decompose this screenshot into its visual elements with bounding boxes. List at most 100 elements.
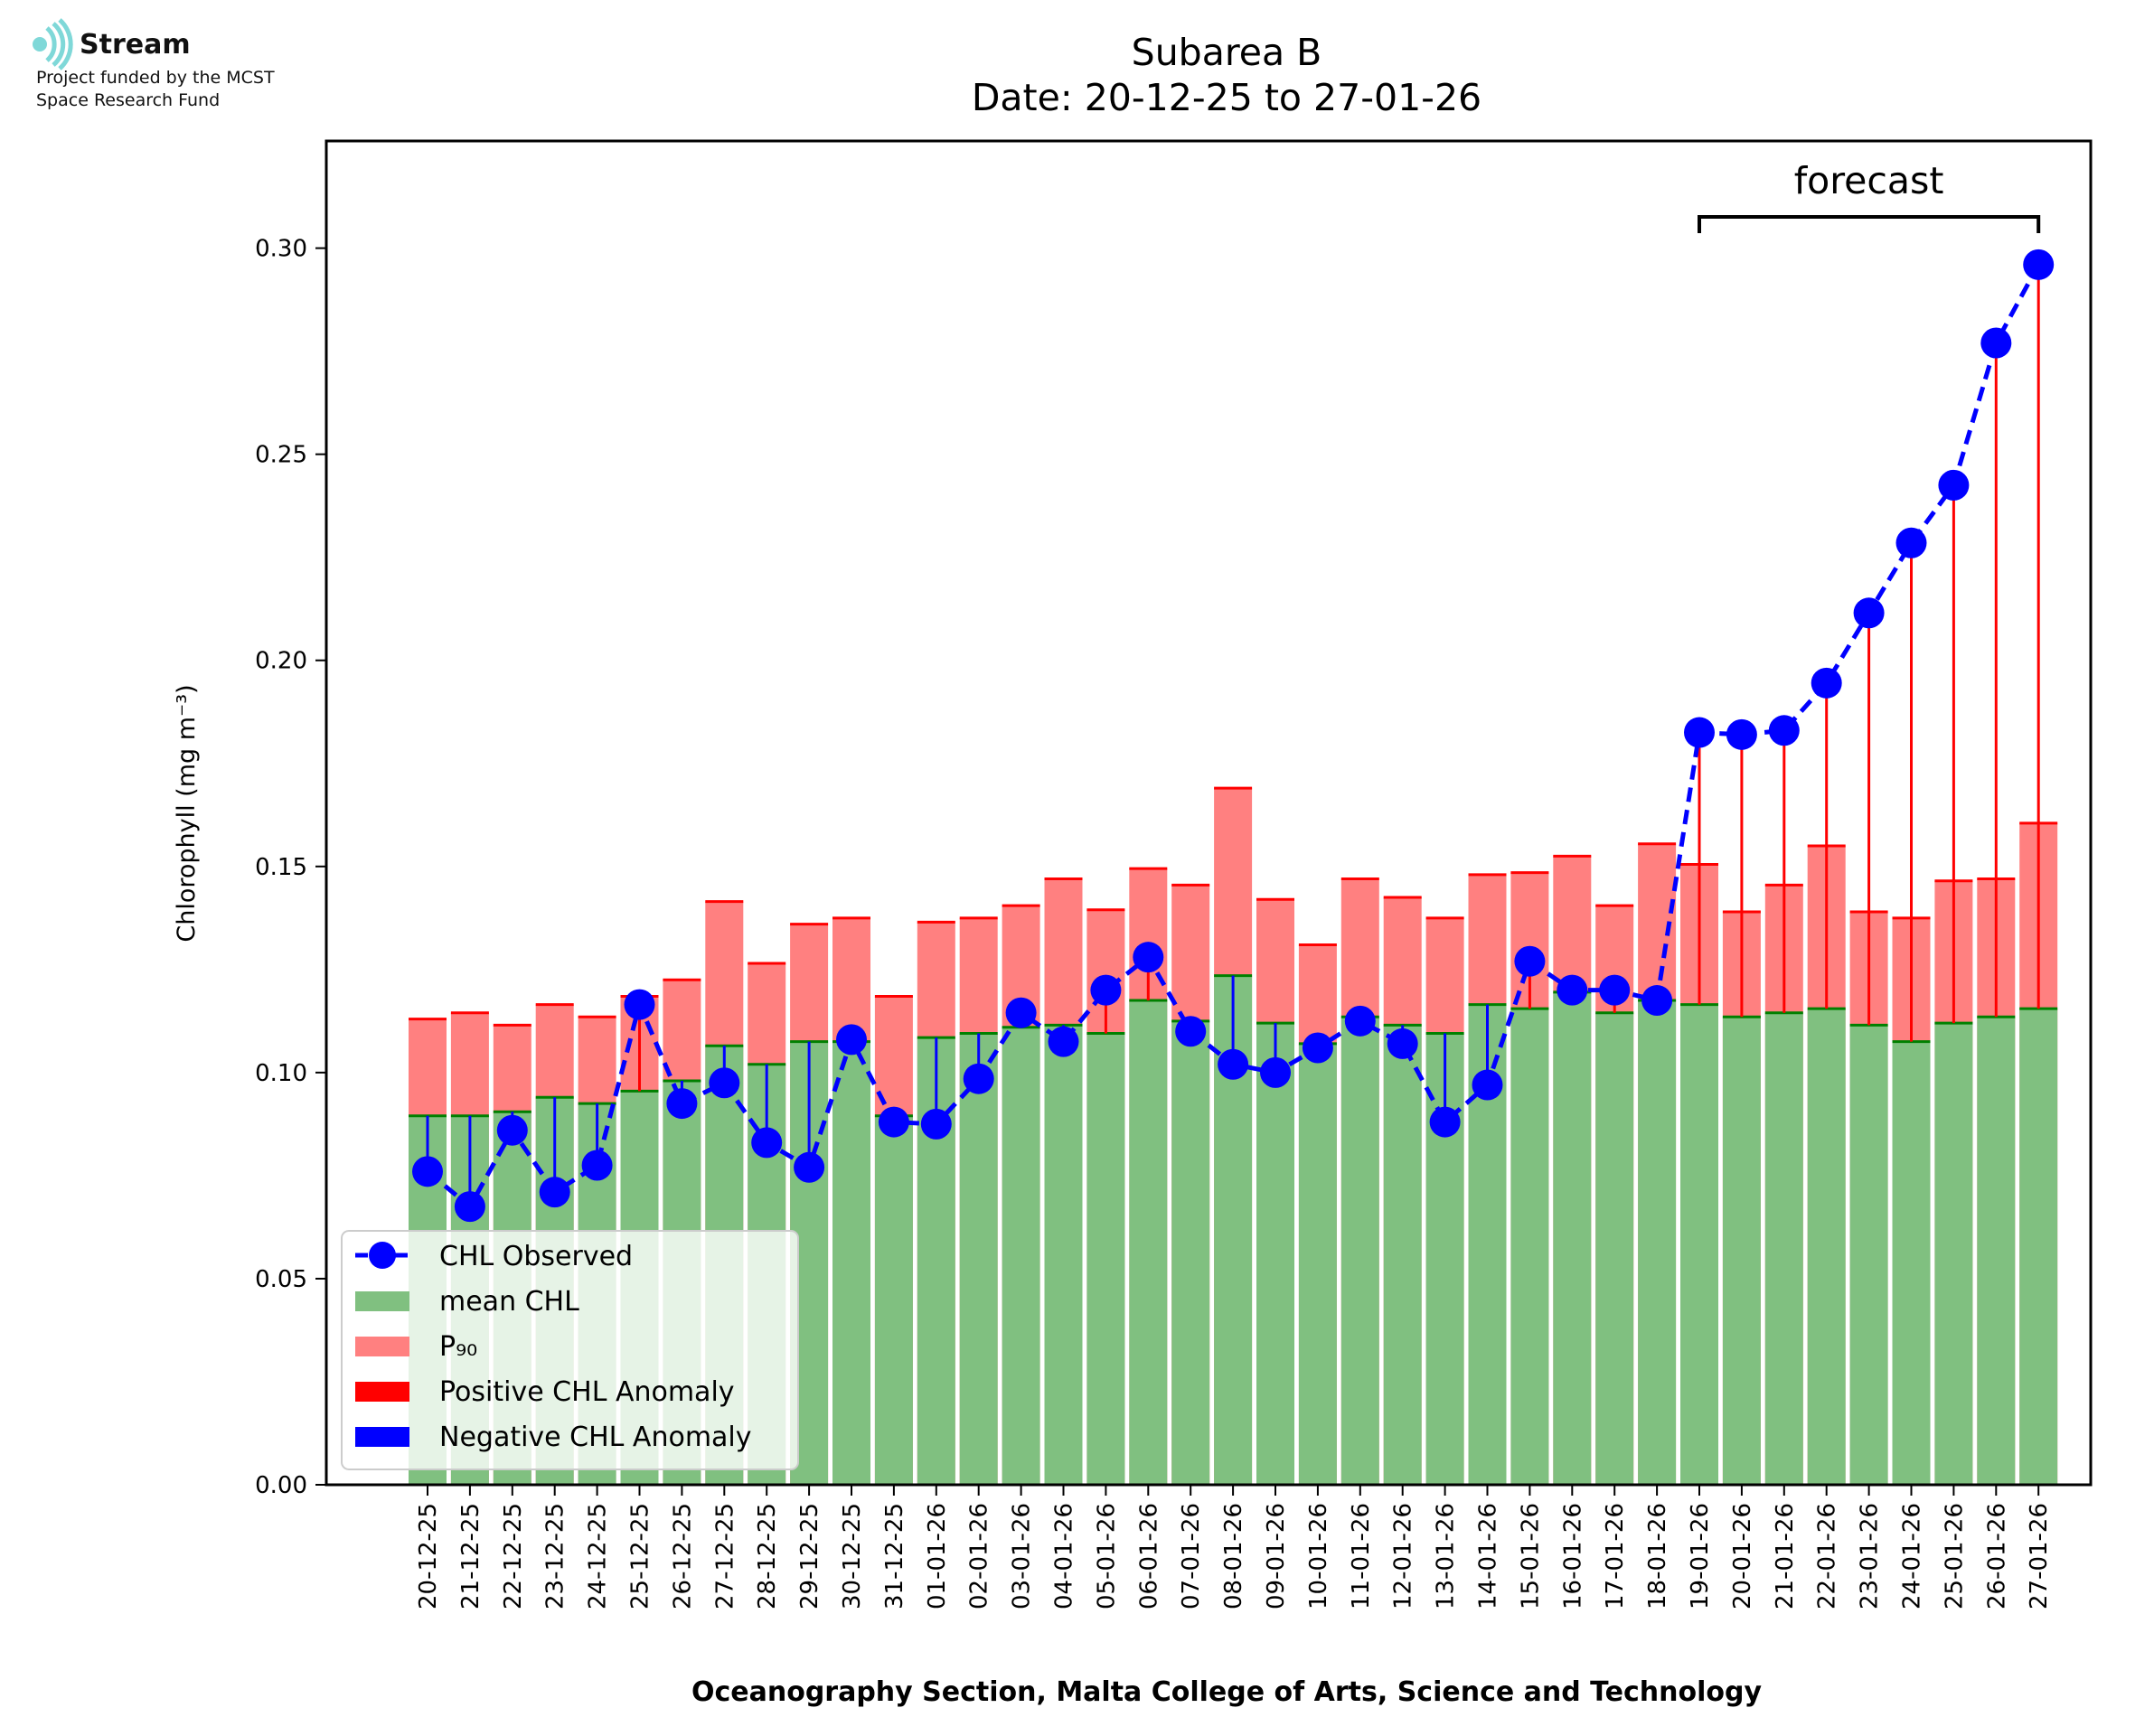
y-axis-label: Chlorophyll (mg m⁻³): [173, 684, 201, 942]
y-tick-label: 0.00: [255, 1472, 307, 1499]
mean-bar: [1849, 1025, 1888, 1485]
observed-point: [1048, 1026, 1079, 1057]
stream-logo-icon: [33, 18, 73, 70]
observed-point: [963, 1063, 994, 1094]
observed-point: [1387, 1028, 1418, 1059]
legend-swatch-positive: [355, 1382, 409, 1402]
observed-point: [1811, 667, 1842, 699]
observed-point: [1684, 717, 1715, 748]
mean-bar: [1340, 1017, 1379, 1485]
observed-point: [581, 1150, 613, 1181]
x-tick-label: 07-01-26: [1178, 1503, 1205, 1609]
x-tick-label: 02-01-26: [966, 1503, 993, 1609]
observed-point: [1175, 1016, 1207, 1047]
legend-marker-observed: [369, 1242, 396, 1269]
x-tick-label: 14-01-26: [1475, 1503, 1502, 1609]
x-tick-label: 12-01-26: [1390, 1503, 1417, 1609]
observed-point: [1938, 469, 1970, 501]
observed-point: [794, 1151, 825, 1183]
observed-point: [878, 1106, 909, 1138]
observed-point: [1260, 1056, 1291, 1088]
x-tick-label: 10-01-26: [1305, 1503, 1332, 1609]
mean-bar: [1383, 1025, 1422, 1485]
x-tick-label: 22-12-25: [500, 1503, 527, 1609]
x-tick-label: 06-01-26: [1135, 1503, 1162, 1609]
forecast-bracket: forecast: [1698, 159, 2041, 233]
mean-bar: [2019, 1009, 2058, 1485]
mean-bar: [1553, 991, 1592, 1485]
observed-point: [1514, 945, 1546, 977]
x-tick-label: 28-12-25: [754, 1503, 781, 1609]
observed-point: [751, 1127, 783, 1159]
observed-point: [412, 1156, 443, 1187]
mean-bar: [1977, 1017, 2016, 1485]
observed-point: [1557, 974, 1588, 1006]
x-tick-label: 23-01-26: [1857, 1503, 1884, 1609]
x-tick-label: 20-12-25: [415, 1503, 442, 1609]
chart-subtitle: Date: 20-12-25 to 27-01-26: [972, 76, 1481, 119]
observed-point: [1895, 527, 1927, 558]
observed-point: [1768, 715, 1800, 746]
observed-point: [1218, 1048, 1249, 1080]
legend-box: [341, 1230, 799, 1470]
observed-point: [1726, 718, 1757, 750]
x-tick-label: 13-01-26: [1433, 1503, 1460, 1609]
observed-point: [1472, 1069, 1503, 1101]
y-tick-label: 0.20: [255, 648, 307, 675]
legend-item-p90: P₉₀: [355, 1331, 477, 1363]
x-tick-label: 01-01-26: [924, 1503, 951, 1609]
observed-point: [539, 1177, 570, 1208]
x-tick-label: 05-01-26: [1093, 1503, 1120, 1609]
x-tick-label: 08-01-26: [1220, 1503, 1247, 1609]
x-tick-label: 27-12-25: [711, 1503, 738, 1609]
mean-bar: [1510, 1009, 1549, 1485]
x-tick-label: 25-01-26: [1941, 1503, 1968, 1609]
legend: CHL Observed mean CHL P₉₀ Positive CHL A…: [341, 1230, 799, 1470]
forecast-label: forecast: [1794, 159, 1944, 202]
mean-bar: [1298, 1043, 1337, 1485]
x-tick-label: 26-01-26: [1983, 1503, 2010, 1609]
x-tick-label: 29-12-25: [796, 1503, 823, 1609]
observed-point: [920, 1108, 952, 1140]
x-tick-label: 23-12-25: [542, 1503, 569, 1609]
mean-bar: [1256, 1023, 1294, 1485]
legend-swatch-negative: [355, 1427, 409, 1447]
observed-series-layer: [412, 249, 2055, 1223]
legend-item-mean: mean CHL: [355, 1286, 579, 1318]
legend-item-positive: Positive CHL Anomaly: [355, 1376, 735, 1408]
observed-point: [1005, 997, 1037, 1028]
x-tick-label: 11-01-26: [1348, 1503, 1375, 1609]
x-tick-label: 25-12-25: [627, 1503, 654, 1609]
plot-frame: [325, 139, 2093, 1487]
observed-point: [836, 1024, 867, 1056]
legend-label-negative: Negative CHL Anomaly: [439, 1422, 752, 1453]
legend-swatch-p90: [355, 1337, 409, 1356]
observed-point: [1980, 327, 2012, 359]
logo-subtitle-line1: Project funded by the MCST: [36, 68, 275, 88]
observed-point: [666, 1088, 698, 1120]
legend-label-observed: CHL Observed: [439, 1241, 633, 1272]
mean-bar: [1002, 1027, 1040, 1485]
legend-item-observed: CHL Observed: [355, 1241, 633, 1272]
x-tick-label: 30-12-25: [839, 1503, 866, 1609]
x-tick-label: 03-01-26: [1009, 1503, 1036, 1609]
mean-bar: [1807, 1009, 1846, 1485]
chart-title: Subarea B: [1132, 31, 1322, 74]
x-tick-label: 04-01-26: [1051, 1503, 1078, 1609]
logo-title: Stream: [80, 29, 191, 61]
mean-bar: [1638, 1000, 1677, 1485]
observed-point: [2023, 249, 2055, 280]
legend-label-positive: Positive CHL Anomaly: [439, 1376, 735, 1408]
mean-bar: [1129, 1000, 1168, 1485]
y-axis-ticks: 0.00 0.05 0.10 0.15 0.20 0.25 0.30: [255, 236, 326, 1499]
mean-bar: [1764, 1012, 1803, 1485]
x-tick-label: 17-01-26: [1602, 1503, 1629, 1609]
x-tick-label: 31-12-25: [881, 1503, 908, 1609]
forecast-bracket-line: [1698, 215, 2041, 233]
x-tick-label: 21-12-25: [457, 1503, 484, 1609]
observed-point: [1599, 974, 1631, 1006]
x-tick-label: 15-01-26: [1517, 1503, 1544, 1609]
observed-point: [624, 989, 655, 1020]
x-tick-label: 24-12-25: [585, 1503, 612, 1609]
